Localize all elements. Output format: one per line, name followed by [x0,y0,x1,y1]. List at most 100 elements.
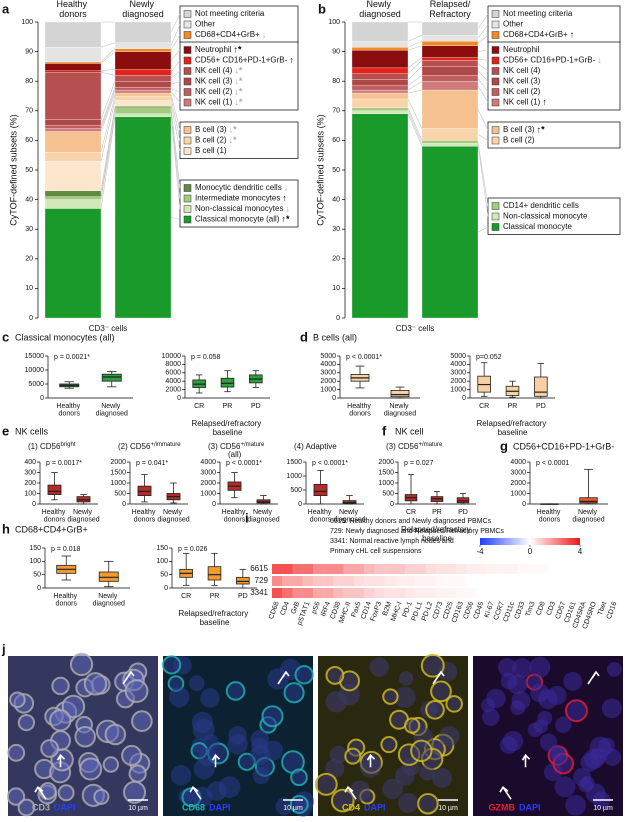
bar-segment [114,69,172,76]
connector [477,34,489,44]
heat-cell [272,588,283,598]
cell [394,686,416,708]
box [579,497,598,504]
cell [606,661,622,677]
connector [100,92,116,132]
legend-swatch [183,205,192,213]
connector [477,70,489,82]
y-tick-label: 5000 [450,353,466,360]
category-label: PR [432,509,442,516]
y-tick-label: 100 [24,490,36,497]
category-label: Newly diagnosed [572,509,604,524]
bar-segment [351,92,409,100]
heat-cell [343,576,355,586]
category-label: PD [458,509,468,516]
category-label: Newly diagnosed [96,403,128,418]
heat-cell [599,564,610,574]
cell [497,658,517,677]
box [456,497,470,504]
box [220,377,235,388]
y-tick-label: 1500 [286,459,302,466]
arrow [366,753,376,768]
legend-change: ↓ [284,182,289,192]
bar-segment [44,72,102,120]
connector [170,88,181,93]
bar-segment [44,196,102,200]
legend-label: Classical monocyte (all) [195,215,280,224]
category-label: Healthy donors [347,403,373,418]
y-tick-label: 15000 [25,353,45,360]
heat-cell [517,564,529,574]
colorbar [480,538,580,545]
heat-cell [456,588,467,598]
y-axis-label: CyTOF-defined subsets (%) [8,114,18,225]
connector [407,98,423,129]
y-tick-label: 1000 [378,480,394,487]
cell [330,788,355,813]
y-tick-label: 3000 [320,370,336,377]
legend-label: B cell (3) [503,125,535,134]
legend-change: ↓* [234,86,243,96]
cell [380,735,398,754]
connector [170,70,181,79]
legend-line: Primary cHL cell suspensions [330,548,422,555]
bar-segment [421,21,479,36]
y-tick-label: 0 [29,315,33,322]
legend-label: CD14+ dendritic cells [503,201,579,210]
scale-label: 10 µm [593,805,613,812]
heat-cell [353,564,365,574]
y-tick-label: 500 [114,490,126,497]
column-label: Tim3 [525,601,537,618]
bar-segment [44,47,102,63]
heat-cell [333,564,344,574]
bar-segment [44,152,102,162]
heat-cell [497,564,508,574]
arrow [122,670,135,685]
p-value: p = 0.027 [404,460,433,467]
bar-segment [44,131,102,153]
heat-cell [568,588,580,598]
arrow [56,753,66,768]
y-tick-label: 10 [25,285,33,292]
y-tick-label: 150 [29,545,41,552]
p-value: p = 0.041* [136,460,168,467]
connector [407,45,423,51]
cell [267,668,289,690]
cell [329,745,348,764]
legend-swatch [183,184,192,192]
panel-letter: a [2,1,10,16]
category-label: Healthy donors [537,509,563,524]
heat-cell [435,588,447,598]
cell [533,719,549,734]
scale-label: 10 µm [438,805,458,812]
connector [100,89,116,129]
legend-label: B cell (3) [195,125,227,134]
cell [57,784,75,802]
cell [93,788,110,805]
cell [188,675,205,692]
heat-cell [507,576,518,586]
cell [601,698,622,719]
category-label: Relapsed/Refractory [429,0,471,19]
cell [102,756,120,773]
heat-cell [333,588,344,598]
cell [128,764,147,783]
heat-cell [292,588,303,598]
legend-swatch [491,126,500,134]
y-tick-label: 30 [332,226,340,233]
bar-segment [351,98,409,108]
bar-segment [351,67,409,74]
connector [407,75,423,86]
legend-change: ↑ [542,97,547,107]
y-tick-label: 0 [122,501,126,508]
heat-cell [486,576,498,586]
panel-letter: f [382,423,387,438]
box [101,373,122,382]
y-tick-label: 1000 [510,490,526,497]
category-label: Newly diagnosed [359,0,401,19]
title-superscript: +/mature [418,442,443,448]
heat-cell [272,564,283,574]
y-tick-label: 1000 [110,480,126,487]
y-tick-label: 1000 [200,490,216,497]
heat-cell [435,576,447,586]
